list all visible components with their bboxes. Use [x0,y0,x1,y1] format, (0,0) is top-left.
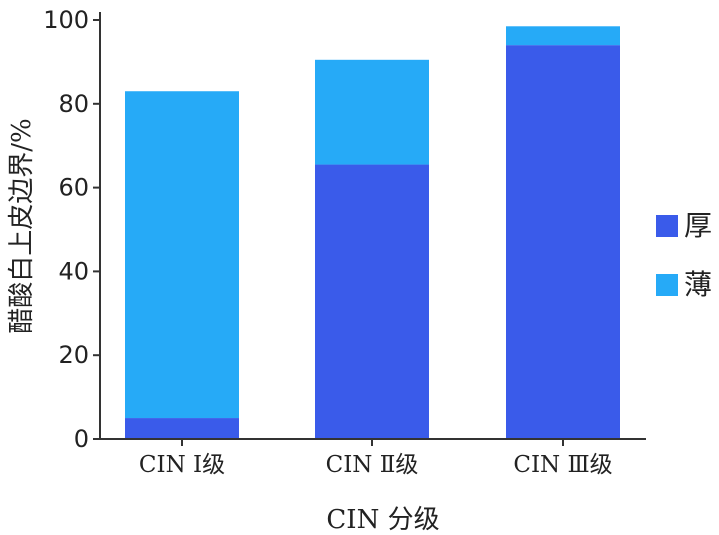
legend: 厚薄 [656,209,712,301]
bar-1-series-2 [125,91,239,419]
bar-2-series-1 [315,164,429,439]
x-category-labels: CIN Ⅰ级 CIN Ⅱ级 CIN Ⅲ级 [139,439,613,478]
legend-swatch-2 [656,274,678,296]
x-category-label: CIN Ⅱ级 [326,452,419,478]
y-tick-label: 20 [58,341,89,369]
bar-3-series-2 [506,26,620,46]
x-category-label: CIN Ⅰ级 [139,452,225,478]
bars-group [125,26,620,439]
y-axis-title: 醋酸白上皮边界/% [7,118,37,333]
legend-label-2: 薄 [684,268,712,301]
bar-1-series-1 [125,418,239,439]
x-axis-title: CIN 分级 [326,505,439,535]
legend-label-1: 厚 [684,209,712,242]
bar-3-series-1 [506,45,620,439]
bar-2-series-2 [315,59,429,165]
y-tick-label: 80 [58,90,89,118]
legend-swatch-1 [656,215,678,237]
y-tick-label: 0 [74,425,89,453]
y-tick-label: 60 [58,174,89,202]
x-category-label: CIN Ⅲ级 [513,452,612,478]
y-tick-label: 100 [43,6,89,34]
y-tick-label: 40 [58,257,89,285]
y-ticks: 0 20 40 60 80 100 [43,6,100,453]
